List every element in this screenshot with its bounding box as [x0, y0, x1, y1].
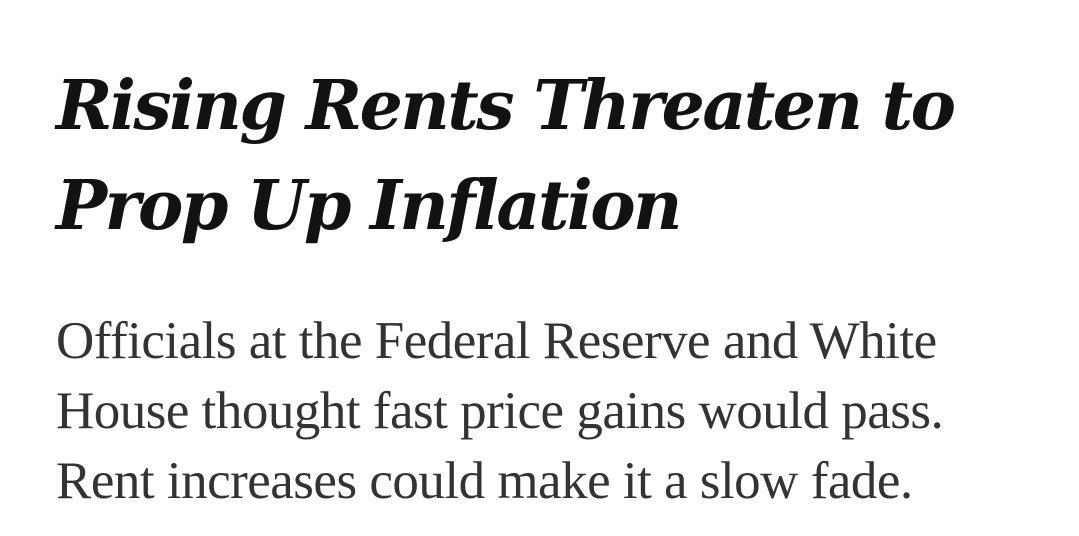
summary-line-2: House thought fast price gains would pas… — [56, 382, 944, 440]
summary-line-1: Officials at the Federal Reserve and Whi… — [56, 312, 937, 370]
article-teaser: Rising Rents Threaten to Prop Up Inflati… — [56, 56, 1046, 516]
summary-text: Officials at the Federal Reserve and Whi… — [56, 306, 1046, 516]
headline-link[interactable]: Rising Rents Threaten to Prop Up Inflati… — [56, 56, 1046, 256]
headline-line-1: Rising Rents Threaten to — [56, 66, 956, 146]
headline-line-2: Prop Up Inflation — [56, 166, 683, 246]
summary-line-3: Rent increases could make it a slow fade… — [56, 452, 913, 510]
